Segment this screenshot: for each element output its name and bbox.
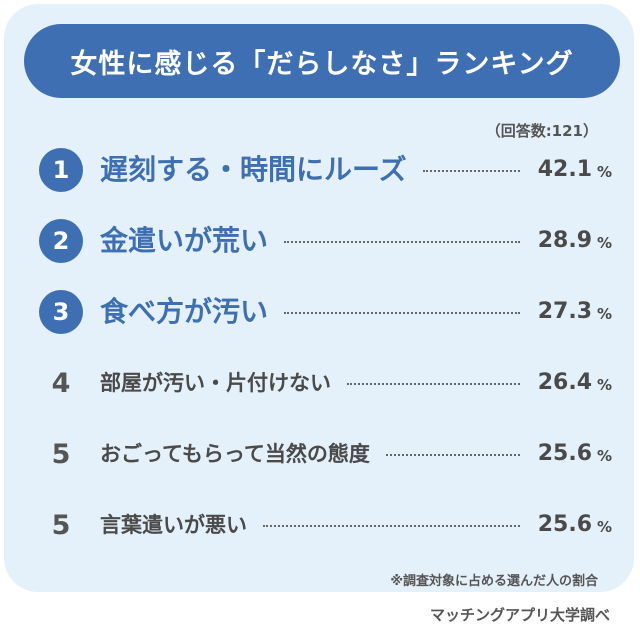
rank-number: 5 — [51, 438, 71, 470]
unit-label: % — [596, 163, 612, 181]
ranking-row: 5 言葉遣いが悪い 25.6% — [4, 500, 640, 550]
unit-label: % — [596, 447, 612, 465]
unit-label: % — [596, 234, 612, 252]
value-label: 25.6 — [537, 441, 592, 466]
value-label: 28.9 — [537, 228, 592, 253]
unit-label: % — [596, 376, 612, 394]
rank-number: 4 — [51, 367, 71, 399]
unit-label: % — [596, 305, 612, 323]
category-label: 遅刻する・時間にルーズ — [100, 153, 407, 186]
category-label: 言葉遣いが悪い — [100, 513, 247, 537]
value-label: 25.6 — [537, 512, 592, 537]
ranking-row: 4 部屋が汚い・片付けない 26.4% — [4, 358, 640, 408]
ranking-card: 女性に感じる「だらしなさ」ランキング （回答数:121） 1 遅刻する・時間にルー… — [4, 4, 634, 592]
footnote: ※調査対象に占める選んだ人の割合 — [390, 574, 598, 589]
category-label: 部屋が汚い・片付けない — [100, 371, 331, 395]
rank-number: 5 — [51, 509, 71, 541]
ranking-row: 1 遅刻する・時間にルーズ 42.1% — [4, 145, 640, 195]
rank-number: 3 — [39, 290, 83, 334]
unit-label: % — [596, 518, 612, 536]
category-label: 金遣いが荒い — [100, 224, 269, 257]
dotted-leader — [284, 312, 520, 314]
source-credit: マッチングアプリ大学調べ — [429, 606, 610, 624]
value-label: 42.1 — [537, 157, 592, 182]
value-label: 26.4 — [537, 370, 592, 395]
title-banner: 女性に感じる「だらしなさ」ランキング — [24, 24, 620, 98]
rank-number: 2 — [39, 219, 83, 263]
respondents-note: （回答数:121） — [485, 122, 598, 140]
dotted-leader — [386, 454, 520, 456]
ranking-row: 3 食べ方が汚い 27.3% — [4, 287, 640, 337]
ranking-row: 2 金遣いが荒い 28.9% — [4, 216, 640, 266]
dotted-leader — [347, 383, 520, 385]
chart-title: 女性に感じる「だらしなさ」ランキング — [70, 48, 574, 80]
ranking-row: 5 おごってもらって当然の態度 25.6% — [4, 429, 640, 479]
rank-number: 1 — [39, 148, 83, 192]
dotted-leader — [423, 170, 520, 172]
dotted-leader — [284, 241, 520, 243]
dotted-leader — [263, 525, 520, 527]
value-label: 27.3 — [537, 299, 592, 324]
category-label: 食べ方が汚い — [100, 295, 269, 328]
category-label: おごってもらって当然の態度 — [100, 442, 370, 466]
